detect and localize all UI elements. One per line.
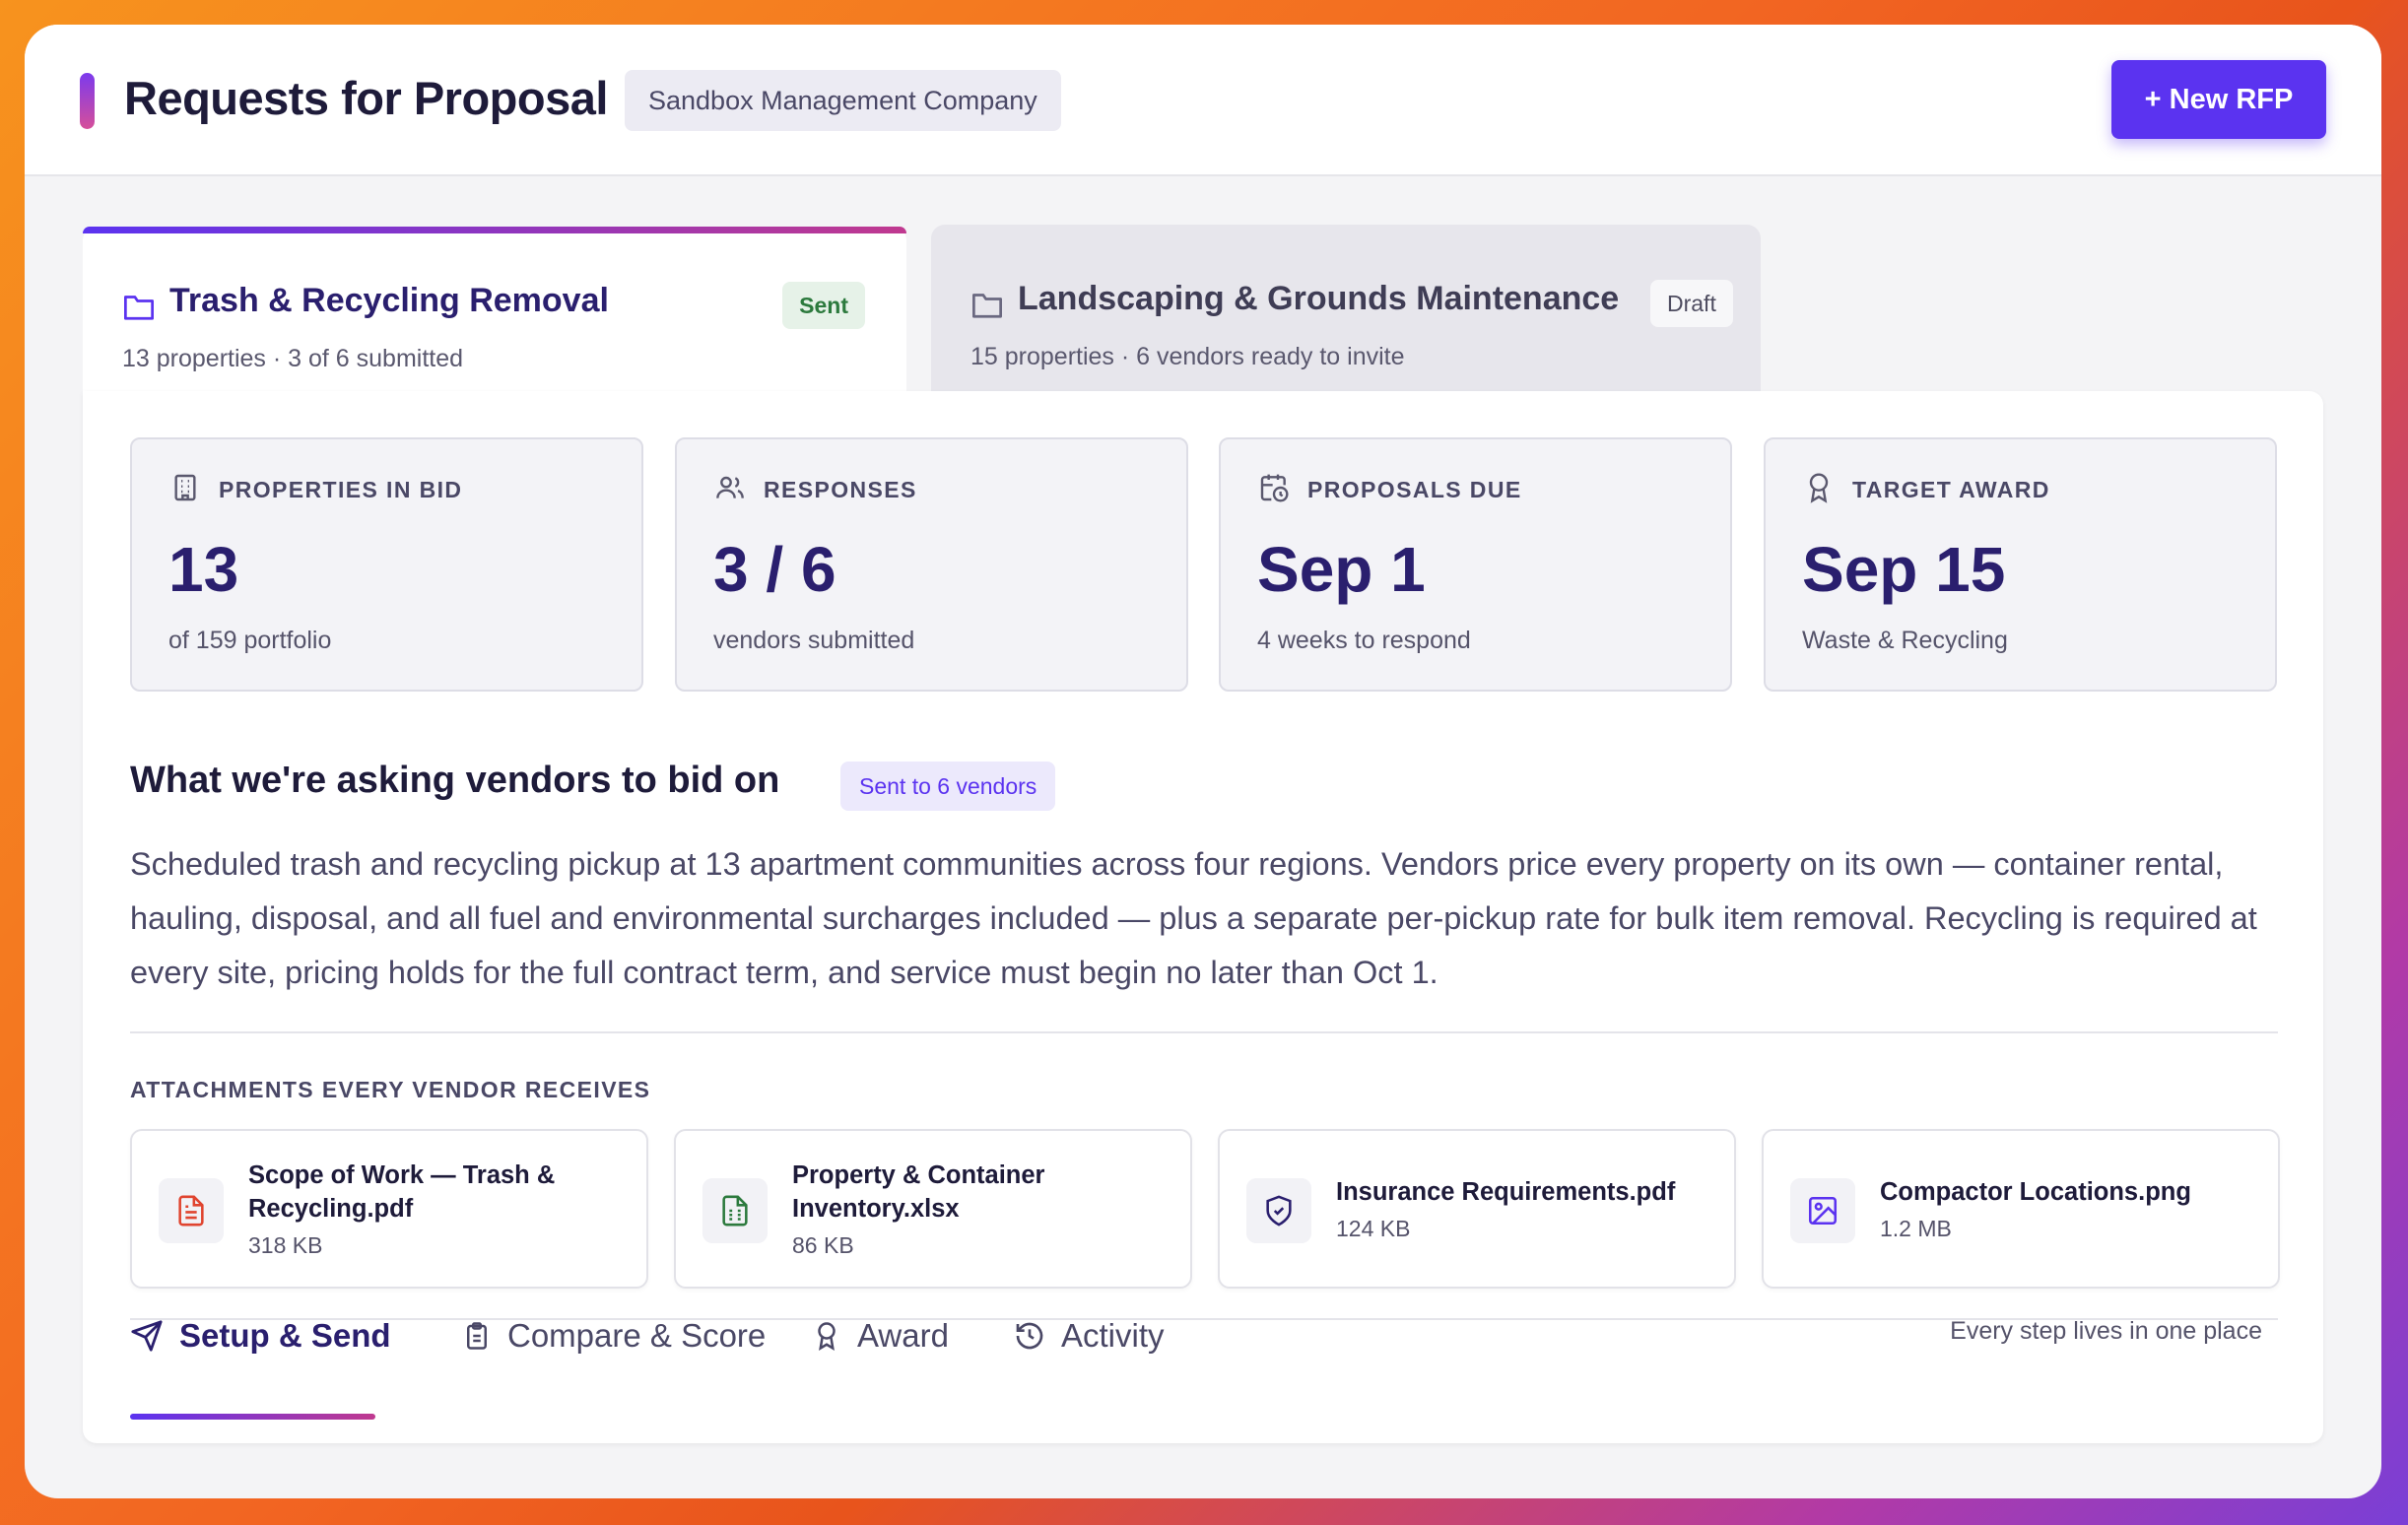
sent-to-vendors-badge: Sent to 6 vendors [840, 762, 1056, 811]
attachment-card[interactable]: Property & Container Inventory.xlsx 86 K… [674, 1129, 1192, 1289]
company-badge: Sandbox Management Company [625, 70, 1061, 131]
stat-value: 3 / 6 [713, 534, 836, 605]
tab-award[interactable]: Award [812, 1312, 949, 1359]
active-tab-indicator [130, 1414, 375, 1420]
title-accent-bar [80, 73, 95, 129]
rfp-tab-trash-recycling[interactable]: Trash & Recycling Removal Sent 13 proper… [83, 227, 906, 404]
pdf-file-icon [159, 1178, 224, 1243]
rfp-tab-summary: 15 properties · 6 vendors ready to invit… [970, 343, 1405, 370]
divider [130, 1031, 2278, 1033]
app-window: Requests for Proposal Sandbox Management… [25, 25, 2381, 1498]
stat-value: Sep 15 [1802, 534, 2006, 605]
attachment-size: 124 KB [1336, 1216, 1411, 1241]
stat-label: RESPONSES [764, 477, 917, 502]
stat-caption: 4 weeks to respond [1257, 627, 1471, 654]
clipboard-icon [467, 1322, 487, 1350]
attachment-size: 318 KB [248, 1232, 323, 1258]
stat-card-responses: RESPONSES 3 / 6 vendors submitted [675, 437, 1188, 692]
divider [130, 1318, 2278, 1320]
new-rfp-button[interactable]: + New RFP [2111, 60, 2326, 139]
footnote: Every step lives in one place [1950, 1317, 2262, 1345]
building-icon [174, 474, 196, 501]
calendar-clock-icon [1260, 474, 1289, 502]
stat-label: TARGET AWARD [1852, 477, 2050, 502]
status-badge: Sent [782, 282, 865, 329]
attachment-name: Compactor Locations.png [1880, 1178, 2191, 1206]
attachment-name: Insurance Requirements.pdf [1336, 1178, 1676, 1206]
scope-description: Scheduled trash and recycling pickup at … [130, 846, 2257, 990]
tab-compare-score[interactable]: Compare & Score [462, 1312, 766, 1359]
shield-icon [1246, 1178, 1311, 1243]
stat-card-target-award: TARGET AWARD Sep 15 Waste & Recycling [1764, 437, 2277, 692]
attachment-size: 1.2 MB [1880, 1216, 1952, 1241]
rfp-tab-title: Landscaping & Grounds Maintenance [1018, 280, 1620, 317]
spreadsheet-file-icon [702, 1178, 768, 1243]
attachment-name: Scope of Work — Trash & Recycling.pdf [248, 1161, 556, 1223]
rfp-tab-landscaping[interactable]: Landscaping & Grounds Maintenance Draft … [931, 225, 1761, 392]
attachment-name: Property & Container Inventory.xlsx [792, 1161, 1045, 1223]
scope-heading: What we're asking vendors to bid on [130, 760, 780, 801]
attachments-heading: ATTACHMENTS EVERY VENDOR RECEIVES [130, 1077, 651, 1102]
attachment-card[interactable]: Scope of Work — Trash & Recycling.pdf 31… [130, 1129, 648, 1289]
stat-value: Sep 1 [1257, 534, 1426, 605]
stat-caption: of 159 portfolio [168, 627, 332, 654]
award-icon [1809, 473, 1829, 503]
image-file-icon [1790, 1178, 1855, 1243]
stat-caption: Waste & Recycling [1802, 627, 2008, 654]
attachment-card[interactable]: Insurance Requirements.pdf 124 KB [1218, 1129, 1736, 1289]
attachment-size: 86 KB [792, 1232, 854, 1258]
users-icon [716, 476, 744, 498]
top-bar: Requests for Proposal Sandbox Management… [25, 25, 2381, 176]
stat-label: PROPERTIES IN BID [219, 477, 463, 502]
tab-label: Award [857, 1317, 949, 1354]
tab-label: Compare & Score [507, 1317, 767, 1354]
status-badge: Draft [1650, 280, 1733, 327]
folder-icon [124, 296, 154, 320]
tab-label: Setup & Send [179, 1317, 391, 1354]
tab-label: Activity [1061, 1317, 1165, 1354]
tab-setup-send[interactable]: Setup & Send [130, 1312, 391, 1359]
stat-label: PROPOSALS DUE [1307, 477, 1522, 502]
attachment-card[interactable]: Compactor Locations.png 1.2 MB [1762, 1129, 2280, 1289]
history-icon [1016, 1322, 1043, 1350]
stat-caption: vendors submitted [713, 627, 915, 654]
tab-activity[interactable]: Activity [1014, 1312, 1165, 1359]
stat-value: 13 [168, 534, 239, 605]
stat-card-proposals-due: PROPOSALS DUE Sep 1 4 weeks to respond [1219, 437, 1732, 692]
page-title: Requests for Proposal [124, 72, 608, 124]
rfp-detail-card: PROPERTIES IN BID 13 of 159 portfolio RE… [83, 391, 2323, 1443]
stat-card-properties: PROPERTIES IN BID 13 of 159 portfolio [130, 437, 643, 692]
rfp-tab-title: Trash & Recycling Removal [169, 282, 609, 319]
rfp-tab-summary: 13 properties · 3 of 6 submitted [122, 345, 464, 372]
folder-icon [972, 294, 1002, 318]
send-icon [131, 1320, 163, 1352]
award-icon [818, 1322, 836, 1351]
